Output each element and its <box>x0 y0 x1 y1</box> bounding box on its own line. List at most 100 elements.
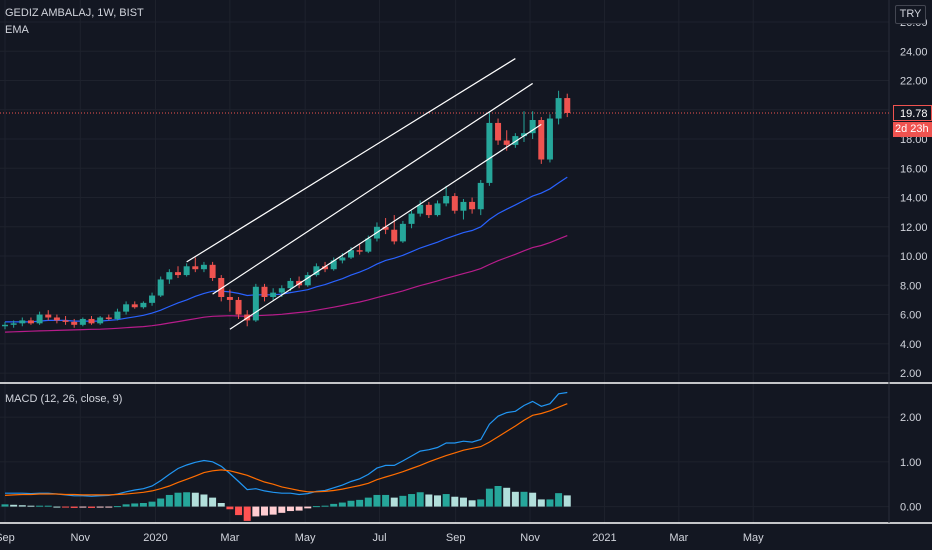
candle-body <box>261 286 268 298</box>
candle-body <box>365 238 372 252</box>
time-axis-label: Nov <box>520 532 540 544</box>
macd-histogram-bar <box>36 505 44 507</box>
price-axis-label: 8.00 <box>900 280 921 292</box>
macd-axis-label: 0.00 <box>900 502 921 514</box>
price-axis-label: 16.00 <box>900 163 928 175</box>
macd-histogram-bar <box>468 500 476 507</box>
time-axis-label: Sep <box>446 532 466 544</box>
candle-body <box>382 226 389 230</box>
macd-histogram-bar <box>416 492 424 507</box>
macd-histogram-bar <box>278 506 286 513</box>
candle-body <box>200 264 207 270</box>
price-axis-label: 24.00 <box>900 46 928 58</box>
macd-histogram-bar <box>113 506 121 508</box>
candle-body <box>434 203 441 216</box>
macd-histogram-bar <box>485 488 493 507</box>
candle-body <box>149 295 156 303</box>
price-axis[interactable]: 2.00 4.00 6.00 8.00 10.00 12.00 14.00 16.00 18.0… <box>900 17 928 380</box>
time-axis-label: 2021 <box>592 532 616 544</box>
price-axis-label: 18.00 <box>900 134 928 146</box>
candle-body <box>408 213 415 224</box>
candle-body <box>252 286 259 321</box>
macd-histogram-bar <box>183 492 191 507</box>
candle-body <box>183 266 190 276</box>
macd-histogram-bar <box>347 500 355 507</box>
trend-channel[interactable] <box>186 58 542 330</box>
macd-pane <box>1 391 571 521</box>
countdown-value: 2d 23h <box>895 122 929 135</box>
candle-body <box>469 201 476 210</box>
macd-histogram-bar <box>459 497 467 507</box>
macd-histogram-bar <box>261 506 268 516</box>
macd-legend[interactable]: MACD (12, 26, close, 9) <box>5 393 123 405</box>
macd-histogram-bar <box>165 494 173 507</box>
candle-body <box>322 266 329 270</box>
macd-histogram-bar <box>382 494 390 507</box>
candle-body <box>270 292 277 298</box>
candle-body <box>2 324 8 327</box>
macd-histogram-bar <box>269 506 277 515</box>
time-axis-label: May <box>743 532 764 544</box>
macd-histogram-bar <box>139 502 147 507</box>
macd-histogram-bar <box>399 495 407 507</box>
macd-histogram-bar <box>200 494 208 507</box>
candle-body <box>218 277 225 298</box>
macd-histogram-bar <box>477 499 485 507</box>
candle-body <box>19 320 26 324</box>
candle-body <box>417 204 424 214</box>
candle-body <box>495 122 502 141</box>
macd-histogram-bar <box>131 503 139 507</box>
macd-histogram-bar <box>555 493 563 507</box>
candle-body <box>503 140 510 145</box>
candle-body <box>391 229 398 242</box>
macd-histogram-bar <box>494 485 502 507</box>
candle-body <box>192 266 199 270</box>
candle-body <box>564 98 571 113</box>
macd-histogram-bar <box>243 506 251 521</box>
candle-body <box>114 311 121 319</box>
macd-histogram-bar <box>304 506 312 509</box>
price-axis-label: 22.00 <box>900 76 928 88</box>
macd-histogram-bar <box>529 492 537 507</box>
macd-histogram-bar <box>563 495 571 507</box>
time-axis[interactable]: Sep Nov 2020 Mar May Jul Sep Nov 2021 Mar May <box>0 532 764 544</box>
macd-axis[interactable]: 0.00 1.00 2.00 <box>900 412 921 513</box>
macd-histogram-bar <box>373 494 381 507</box>
channel-line-lower <box>229 123 542 330</box>
macd-histogram-bar <box>312 506 320 508</box>
macd-histogram-bar <box>390 497 398 507</box>
candle-body <box>521 133 527 137</box>
candle-body <box>79 318 86 325</box>
time-axis-label: Mar <box>669 532 688 544</box>
currency-button[interactable]: TRY <box>895 5 926 24</box>
macd-histogram-bar <box>442 494 450 507</box>
last-price-value: 19.78 <box>900 107 928 120</box>
currency-label: TRY <box>899 8 922 20</box>
macd-histogram-bar <box>338 502 346 507</box>
price-axis-label: 14.00 <box>900 193 928 205</box>
candle-body <box>538 120 545 160</box>
candle-body <box>443 196 450 204</box>
candle-body <box>546 118 553 160</box>
candle-body <box>97 317 104 324</box>
candle-body <box>460 201 467 211</box>
macd-line <box>5 391 568 497</box>
candle-body <box>131 304 138 308</box>
candle-body <box>313 266 320 276</box>
macd-histogram-bar <box>408 494 416 507</box>
candle-body <box>356 250 363 252</box>
macd-histogram-bar <box>295 506 303 511</box>
countdown-badge: 2d 23h <box>893 121 932 137</box>
candle-body <box>45 314 52 318</box>
macd-histogram-bar <box>209 497 217 507</box>
time-axis-label: Jul <box>373 532 387 544</box>
macd-histogram-bar <box>226 506 234 510</box>
macd-histogram-bar <box>356 499 364 507</box>
time-axis-label: Mar <box>220 532 239 544</box>
candle-body <box>157 279 164 296</box>
macd-histogram-bar <box>44 505 52 507</box>
ema-legend[interactable]: EMA <box>5 24 29 36</box>
macd-histogram-bar <box>364 497 372 507</box>
candle-body <box>339 257 346 261</box>
